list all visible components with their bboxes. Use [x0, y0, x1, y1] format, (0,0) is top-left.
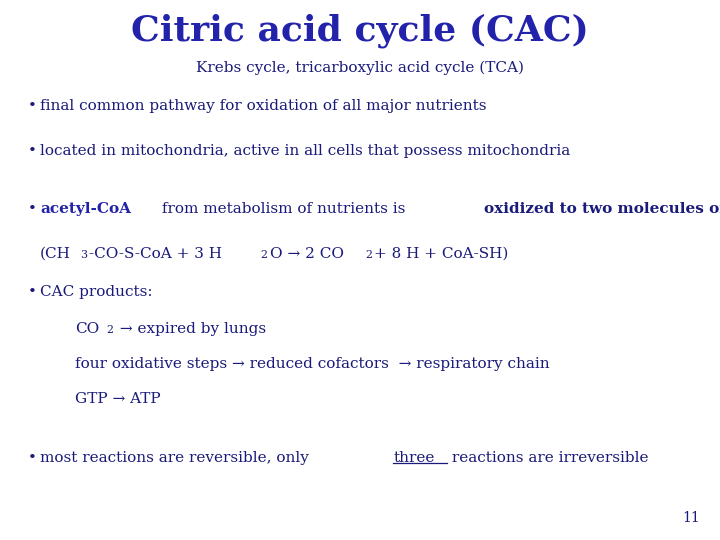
- Text: •: •: [28, 99, 37, 113]
- Text: reactions are irreversible: reactions are irreversible: [446, 451, 648, 465]
- Text: + 8 H + CoA-SH): + 8 H + CoA-SH): [374, 247, 508, 261]
- Text: •: •: [28, 285, 37, 299]
- Text: CAC products:: CAC products:: [40, 285, 153, 299]
- Text: •: •: [28, 451, 37, 465]
- Text: -CO-S-CoA + 3 H: -CO-S-CoA + 3 H: [89, 247, 222, 261]
- Text: acetyl-CoA: acetyl-CoA: [40, 202, 131, 216]
- Text: 2: 2: [365, 250, 372, 260]
- Text: → expired by lungs: → expired by lungs: [115, 322, 266, 336]
- Text: oxidized to two molecules of CO: oxidized to two molecules of CO: [484, 202, 720, 216]
- Text: 3: 3: [80, 250, 87, 260]
- Text: four oxidative steps → reduced cofactors  → respiratory chain: four oxidative steps → reduced cofactors…: [75, 357, 549, 371]
- Text: CO: CO: [75, 322, 99, 336]
- Text: 11: 11: [683, 511, 700, 525]
- Text: located in mitochondria, active in all cells that possess mitochondria: located in mitochondria, active in all c…: [40, 144, 570, 158]
- Text: from metabolism of nutrients is: from metabolism of nutrients is: [158, 202, 410, 216]
- Text: most reactions are reversible, only: most reactions are reversible, only: [40, 451, 314, 465]
- Text: •: •: [28, 144, 37, 158]
- Text: (CH: (CH: [40, 247, 71, 261]
- Text: final common pathway for oxidation of all major nutrients: final common pathway for oxidation of al…: [40, 99, 487, 113]
- Text: 2: 2: [261, 250, 268, 260]
- Text: Citric acid cycle (CAC): Citric acid cycle (CAC): [131, 13, 589, 48]
- Text: Krebs cycle, tricarboxylic acid cycle (TCA): Krebs cycle, tricarboxylic acid cycle (T…: [196, 60, 524, 75]
- Text: 2: 2: [107, 325, 113, 335]
- Text: GTP → ATP: GTP → ATP: [75, 392, 161, 406]
- Text: three: three: [393, 451, 435, 465]
- Text: •: •: [28, 202, 37, 216]
- Text: O → 2 CO: O → 2 CO: [270, 247, 343, 261]
